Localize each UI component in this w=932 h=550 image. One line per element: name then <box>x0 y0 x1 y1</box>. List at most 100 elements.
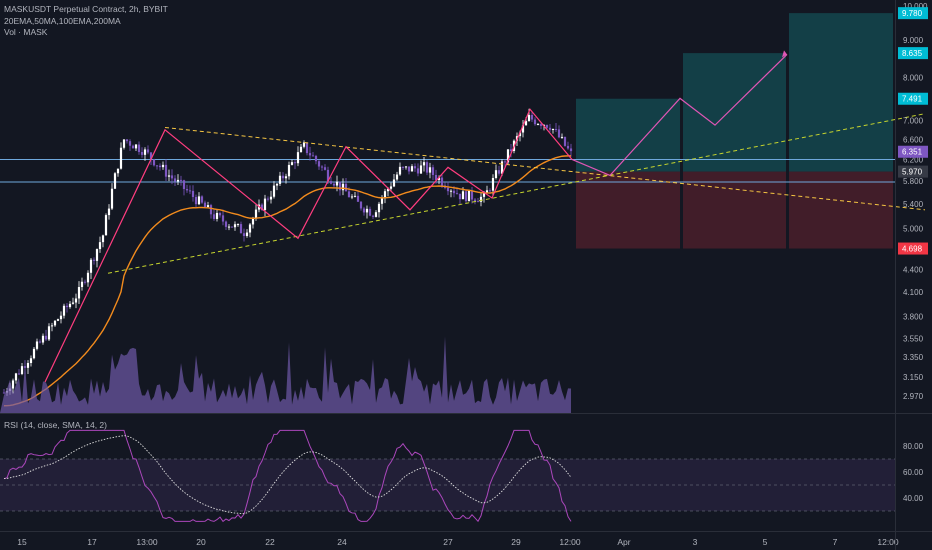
price-tick-label: 9.000 <box>903 36 924 45</box>
candle-body <box>530 115 534 120</box>
candle-body <box>173 178 177 182</box>
candle-body <box>101 235 105 243</box>
candle-body <box>455 193 459 195</box>
candle-body <box>44 335 48 340</box>
candle-body <box>206 205 210 208</box>
candle-body <box>359 201 363 209</box>
volume-legend[interactable]: Vol · MASK <box>4 27 48 37</box>
candle-body <box>311 155 315 157</box>
candle-body <box>308 153 312 156</box>
candle-body <box>275 183 279 186</box>
candle-body <box>212 214 216 219</box>
indicator-legend[interactable]: 20EMA,50MA,100EMA,200MA <box>4 16 121 26</box>
candle-body <box>548 127 552 130</box>
x-tick-label: 29 <box>511 537 521 547</box>
candle-body <box>50 325 54 327</box>
candle-body <box>344 183 348 192</box>
candle-body <box>332 183 336 186</box>
candle-body <box>32 348 36 359</box>
candle-body <box>290 162 294 165</box>
rsi-signal-line <box>3 435 572 515</box>
loss-zone-3 <box>789 171 893 249</box>
candle-body <box>350 196 354 198</box>
candle-body <box>200 196 204 203</box>
candle-body <box>503 161 507 163</box>
candle-body <box>452 190 456 194</box>
x-tick-label: 12:00 <box>877 537 899 547</box>
x-tick-label: Apr <box>617 537 630 547</box>
candle-body <box>437 177 441 181</box>
candle-body <box>92 259 96 261</box>
candle-body <box>314 155 318 162</box>
candle-body <box>236 224 240 226</box>
candle-body <box>536 124 540 126</box>
candle-body <box>251 218 255 225</box>
support-trendline <box>107 113 926 274</box>
candle-body <box>485 190 489 193</box>
candle-body <box>326 169 330 182</box>
candle-body <box>104 215 108 236</box>
candle-body <box>215 212 219 219</box>
candle-body <box>41 335 45 343</box>
candle-body <box>545 124 549 128</box>
price-tick-label: 6.200 <box>903 155 924 164</box>
candle-body <box>500 161 504 174</box>
price-badge-label: 4.698 <box>902 245 923 254</box>
candle-body <box>233 224 237 228</box>
candle-body <box>539 124 543 126</box>
candle-body <box>494 170 498 178</box>
price-badge-label: 9.780 <box>902 9 923 18</box>
candle-body <box>47 326 51 340</box>
candle-body <box>95 249 99 261</box>
zigzag-pattern <box>44 108 573 383</box>
candle-body <box>194 197 198 205</box>
candle-body <box>377 203 381 213</box>
candle-body <box>473 199 477 202</box>
rsi-legend[interactable]: RSI (14, close, SMA, 14, 2) <box>4 420 107 430</box>
candle-body <box>59 315 63 320</box>
candle-body <box>398 166 402 175</box>
price-tick-label: 5.400 <box>903 200 924 209</box>
price-badge-label: 7.491 <box>902 95 923 104</box>
candle-body <box>305 142 309 154</box>
candle-body <box>317 161 321 167</box>
candle-body <box>248 224 252 233</box>
candle-body <box>407 166 411 172</box>
candle-body <box>557 129 561 138</box>
candle-body <box>155 165 159 167</box>
price-badge-bg <box>898 47 928 60</box>
candle-body <box>299 146 303 153</box>
loss-zone-2 <box>683 171 786 249</box>
candle-body <box>68 303 72 308</box>
candle-body <box>524 121 528 126</box>
candle-body <box>149 152 153 160</box>
candle-body <box>260 204 264 210</box>
candle-body <box>476 201 480 203</box>
candle-body <box>62 305 66 316</box>
candle-body <box>197 196 201 205</box>
candle-body <box>38 341 42 343</box>
candle-body <box>356 195 360 202</box>
volume-area <box>0 336 571 413</box>
candle-body <box>554 129 558 131</box>
price-badge-bg <box>898 165 928 178</box>
candle-body <box>293 162 297 164</box>
candle-body <box>185 189 189 191</box>
candles <box>2 108 573 396</box>
candle-body <box>146 149 150 153</box>
candle-body <box>404 166 408 168</box>
rsi-tick-label: 60.00 <box>903 468 924 477</box>
rsi-tick-label: 80.00 <box>903 442 924 451</box>
price-badge-bg <box>898 242 928 255</box>
candle-body <box>158 165 162 168</box>
candle-body <box>533 119 537 125</box>
candle-body <box>245 232 249 236</box>
x-tick-label: 5 <box>763 537 768 547</box>
projection-arrowhead <box>782 50 787 58</box>
price-badge-bg <box>898 7 928 20</box>
candle-body <box>203 202 207 208</box>
candle-body <box>272 185 276 197</box>
moving-average-line <box>3 155 572 407</box>
price-badge-bg <box>898 145 928 158</box>
